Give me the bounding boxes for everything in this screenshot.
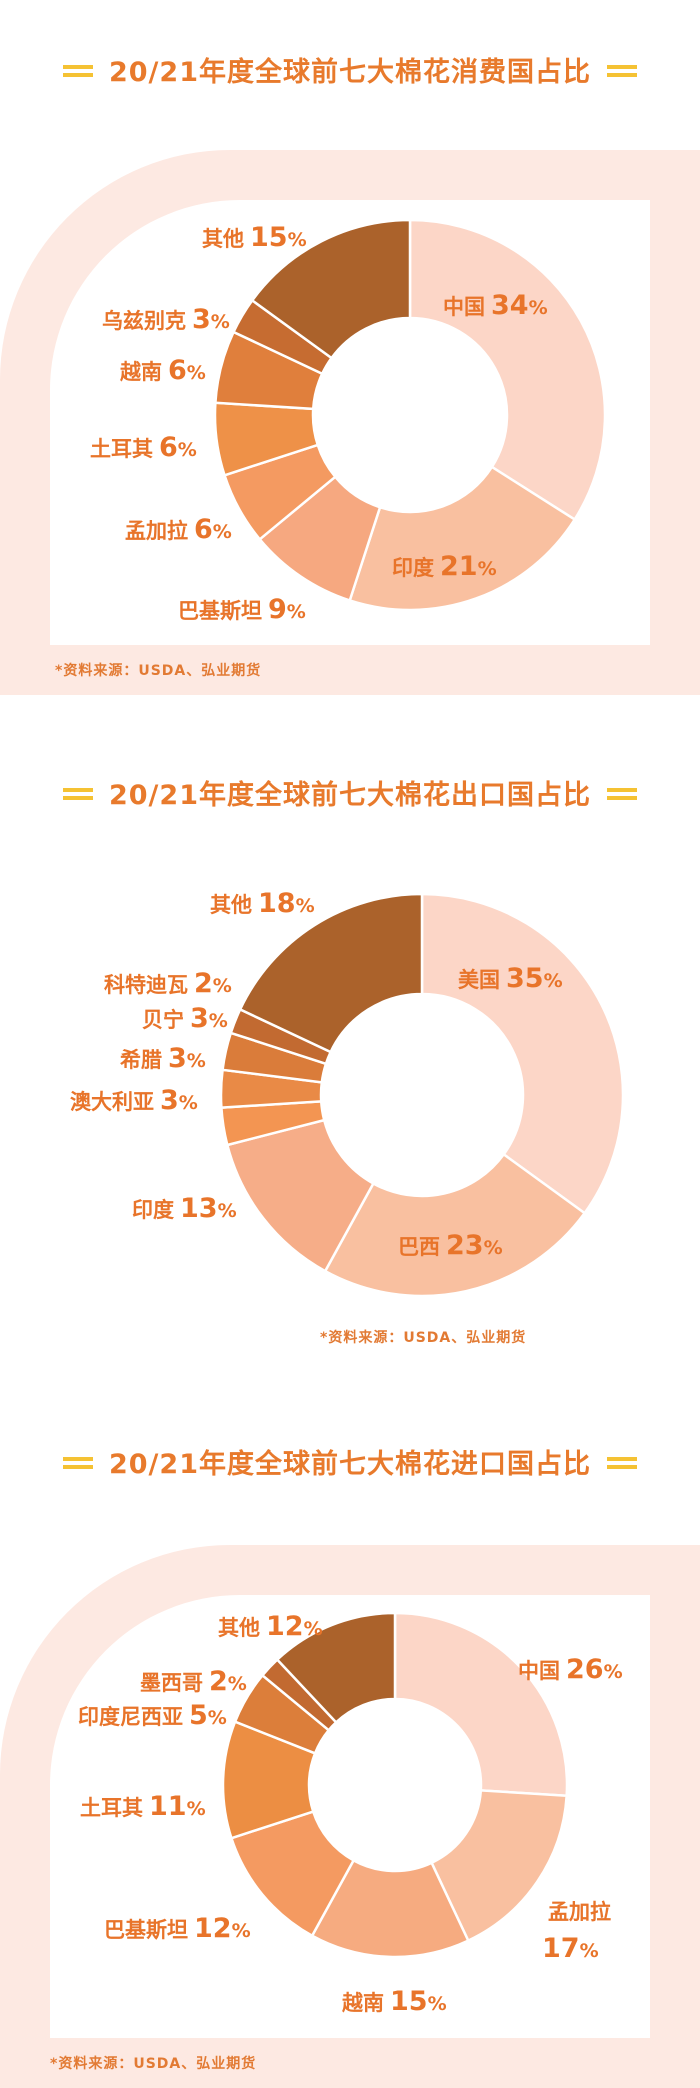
label-brazil: 巴西 23% (398, 1230, 503, 1261)
donut-slice-0 (420, 892, 625, 1215)
label-pakistan: 巴基斯坦 12% (104, 1913, 251, 1944)
chart-section-import: 20/21年度全球前七大棉花进口国占比 中国 26% 孟加拉 17% 越南 15% … (0, 1400, 700, 2088)
donut-slice-1 (323, 1152, 587, 1298)
chart-title: 20/21年度全球前七大棉花出口国占比 (108, 780, 591, 811)
donut-slice-1 (429, 1789, 568, 1943)
title-decoration-icon (607, 1456, 637, 1469)
label-cote-divoire: 科特迪瓦 2% (104, 968, 232, 999)
label-other: 其他 18% (210, 888, 315, 919)
title-decoration-icon (62, 1456, 93, 1469)
source-note: *资料来源：USDA、弘业期货 (320, 1330, 527, 1346)
label-bangladesh: 孟加拉 6% (125, 514, 232, 545)
title-decoration-icon (62, 64, 93, 77)
label-turkey: 土耳其 6% (90, 432, 197, 463)
label-greece: 希腊 3% (120, 1043, 206, 1074)
title-decoration-icon (607, 64, 637, 77)
label-india: 印度 21% (392, 551, 497, 582)
donut-chart (213, 218, 607, 612)
donut-slice-7 (238, 892, 424, 1054)
label-usa: 美国 35% (458, 963, 563, 994)
title-decoration-icon (62, 787, 93, 800)
chart-title-row: 20/21年度全球前七大棉花进口国占比 (0, 1442, 700, 1481)
donut-chart (221, 1611, 569, 1959)
label-vietnam: 越南 6% (120, 355, 206, 386)
chart-title: 20/21年度全球前七大棉花进口国占比 (108, 1449, 591, 1480)
label-uzbekistan: 乌兹别克 3% (102, 304, 230, 335)
source-note: *资料来源：USDA、弘业期货 (55, 663, 262, 679)
label-benin: 贝宁 3% (142, 1003, 228, 1034)
donut-slice-0 (393, 1611, 569, 1798)
label-indonesia: 印度尼西亚 5% (78, 1700, 227, 1731)
source-note: *资料来源：USDA、弘业期货 (50, 2056, 257, 2072)
donut-slice-7 (250, 218, 412, 360)
label-turkey: 土耳其 11% (80, 1791, 206, 1822)
chart-section-export: 20/21年度全球前七大棉花出口国占比 美国 35% 巴西 23% 印度 13% 澳大… (0, 700, 700, 1400)
title-decoration-icon (607, 787, 637, 800)
label-vietnam: 越南 15% (342, 1986, 447, 2017)
donut-slice-1 (348, 465, 577, 612)
chart-title: 20/21年度全球前七大棉花消费国占比 (108, 57, 591, 88)
chart-section-consumption: 20/21年度全球前七大棉花消费国占比 中国 34% 印度 21% 巴基斯坦 9% 孟… (0, 0, 700, 700)
label-bangladesh-value: 17% (542, 1933, 599, 1964)
chart-title-row: 20/21年度全球前七大棉花消费国占比 (0, 50, 700, 89)
label-bangladesh: 孟加拉 (548, 1900, 611, 1924)
donut-slice-7 (275, 1611, 397, 1725)
donut-chart (219, 892, 625, 1298)
label-china: 中国 26% (518, 1654, 623, 1685)
donut-slice-0 (408, 218, 607, 522)
label-other: 其他 15% (202, 222, 307, 253)
label-australia: 澳大利亚 3% (70, 1085, 198, 1116)
label-india: 印度 13% (132, 1193, 237, 1224)
label-other: 其他 12% (218, 1611, 323, 1642)
label-pakistan: 巴基斯坦 9% (178, 594, 306, 625)
label-china: 中国 34% (443, 290, 548, 321)
label-mexico: 墨西哥 2% (140, 1666, 247, 1697)
chart-title-row: 20/21年度全球前七大棉花出口国占比 (0, 773, 700, 812)
